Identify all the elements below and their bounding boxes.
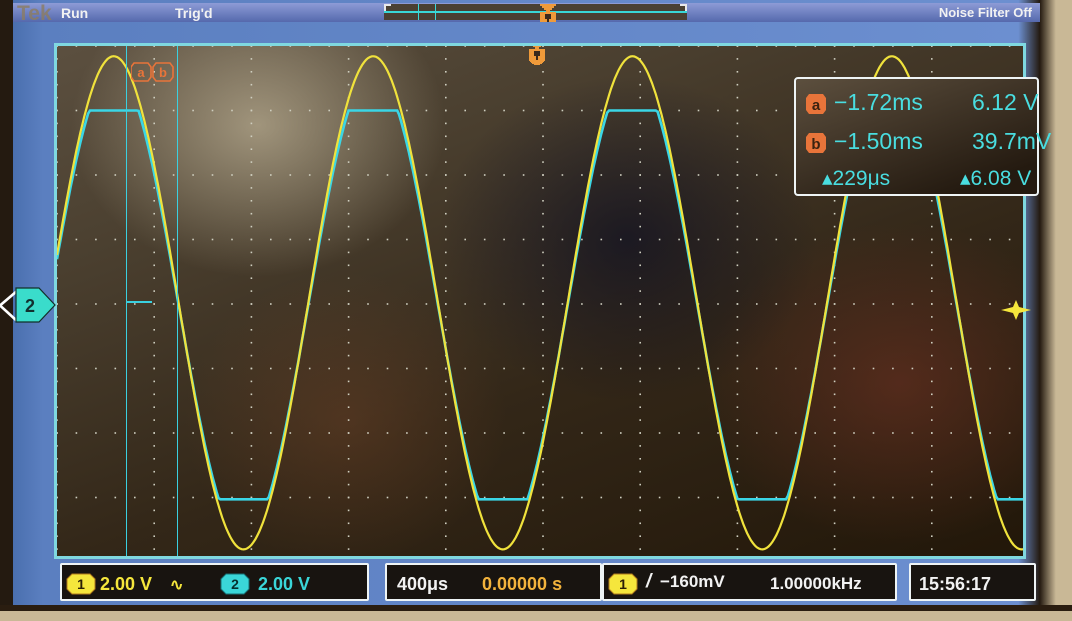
svg-text:1: 1 [77, 576, 85, 592]
svg-text:a: a [812, 97, 821, 114]
svg-text:b: b [811, 136, 820, 153]
svg-text:1: 1 [619, 576, 627, 592]
svg-text:2: 2 [25, 296, 35, 316]
svg-text:2: 2 [231, 576, 239, 592]
svg-text:b: b [159, 65, 167, 80]
svg-text:a: a [137, 65, 145, 80]
